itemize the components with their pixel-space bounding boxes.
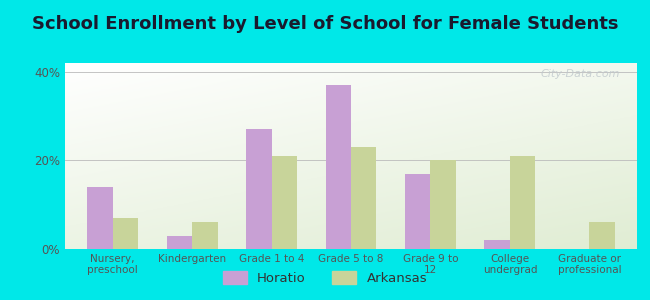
Bar	[112, 218, 138, 249]
Bar	[246, 129, 272, 249]
Bar	[166, 236, 192, 249]
Bar	[272, 156, 297, 249]
Bar	[405, 174, 430, 249]
Bar	[484, 240, 510, 249]
Text: School Enrollment by Level of School for Female Students: School Enrollment by Level of School for…	[32, 15, 618, 33]
Text: City-Data.com: City-Data.com	[540, 69, 620, 79]
Bar	[351, 147, 376, 249]
Bar	[510, 156, 536, 249]
Bar	[87, 187, 112, 249]
Bar	[326, 85, 351, 249]
Legend: Horatio, Arkansas: Horatio, Arkansas	[218, 266, 432, 290]
Bar	[192, 222, 218, 249]
Bar	[430, 160, 456, 249]
Bar	[590, 222, 615, 249]
